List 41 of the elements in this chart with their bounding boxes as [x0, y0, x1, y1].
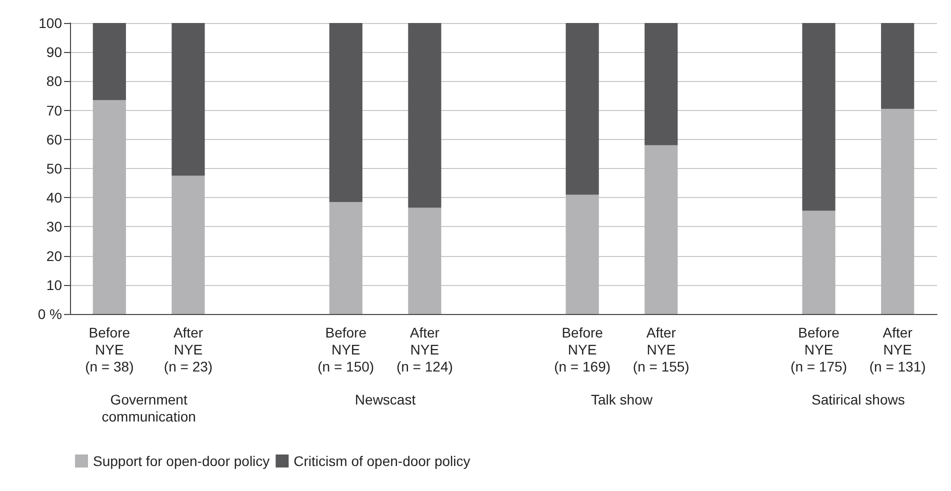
- x-tick-label: Before NYE (n = 150): [318, 324, 374, 374]
- x-tick-label: After NYE (n = 124): [396, 324, 453, 374]
- bar: [92, 23, 126, 100]
- bar: [408, 208, 442, 314]
- bar: [566, 23, 599, 195]
- x-tick-label: Before NYE (n = 175): [790, 324, 847, 374]
- bar: [644, 23, 678, 146]
- y-tick-label: 80: [46, 73, 62, 90]
- x-tick-label: Before NYE (n = 169): [554, 324, 611, 374]
- text: Government communication: [102, 392, 196, 424]
- y-tick-label: 90: [46, 44, 62, 60]
- x-tick-label: Before NYE (n = 38): [85, 324, 134, 374]
- bar: [881, 108, 914, 314]
- bar: [92, 100, 126, 314]
- x-tick-label: After NYE (n = 131): [869, 324, 926, 374]
- bar: [802, 210, 836, 314]
- bar: [566, 194, 599, 314]
- x-tick-label: After NYE (n = 155): [632, 324, 690, 374]
- x-tick-label: After NYE (n = 23): [164, 324, 213, 374]
- y-tick-label: 0 %: [38, 306, 62, 322]
- bar: [172, 176, 205, 314]
- legend-label: Criticism of open-door policy: [294, 453, 470, 469]
- y-tick-label: 60: [46, 131, 62, 148]
- y-tick-label: 10: [46, 276, 62, 293]
- bar: [329, 202, 362, 314]
- y-tick-label: 20: [46, 248, 62, 264]
- y-tick-label: 30: [46, 218, 62, 235]
- bar: [172, 23, 205, 176]
- y-tick-label: 100: [38, 15, 62, 31]
- legend-label: Support for open-door policy: [93, 453, 270, 469]
- bar: [408, 23, 442, 208]
- y-tick-label: 70: [46, 102, 62, 118]
- y-tick-label: 50: [46, 160, 62, 176]
- text: Newscast: [354, 392, 416, 408]
- bar: [802, 23, 836, 211]
- bar: [329, 23, 362, 202]
- bar: [644, 145, 678, 314]
- text: Talk show: [590, 392, 654, 408]
- bar: [881, 23, 914, 109]
- y-tick-label: 40: [46, 190, 62, 206]
- text: Satirical shows: [811, 392, 905, 408]
